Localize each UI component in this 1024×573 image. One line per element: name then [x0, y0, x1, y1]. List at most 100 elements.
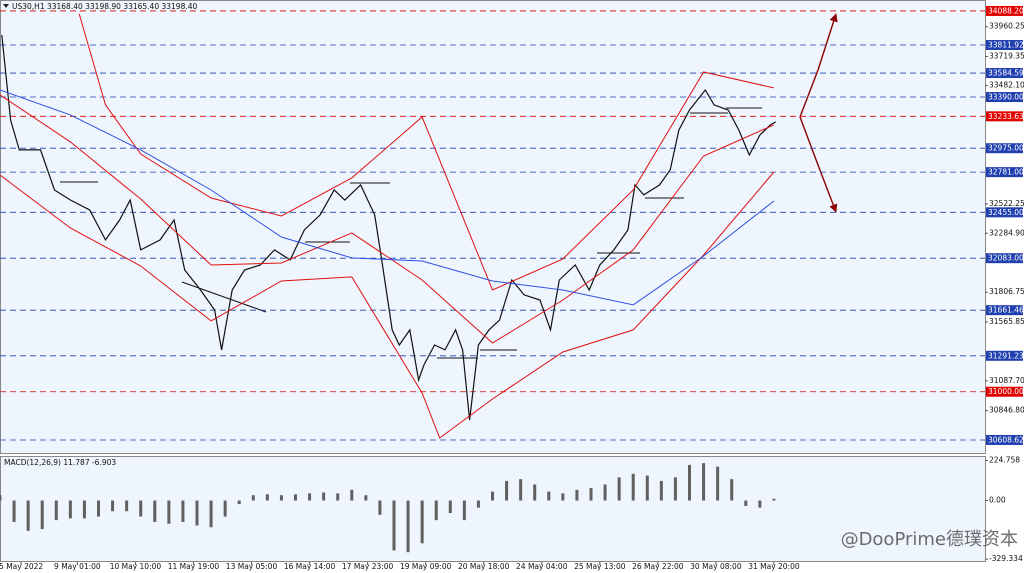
macd-bar — [772, 498, 776, 501]
macd-bar — [406, 500, 410, 553]
level-box: 30608.62 — [986, 434, 1024, 445]
macd-bar — [730, 479, 734, 501]
series-line — [0, 89, 775, 306]
level-label: 32975.00 — [988, 144, 1024, 153]
macd-bar — [279, 495, 283, 501]
up-arrow — [799, 13, 838, 118]
level-label: 32781.00 — [988, 168, 1024, 177]
macd-bar — [673, 477, 677, 501]
level-box: 31000.00 — [986, 386, 1024, 397]
macd-bar — [589, 488, 593, 501]
level-box: 32781.00 — [986, 167, 1024, 178]
macd-bar — [265, 494, 269, 501]
macd-title: MACD(12,26,9) 11.787 -6.903 — [4, 458, 116, 467]
series-line — [0, 171, 775, 439]
macd-bar — [364, 495, 368, 501]
macd-bar — [491, 491, 494, 501]
macd-bar — [26, 500, 30, 531]
macd-bar — [631, 473, 635, 501]
macd-bar — [476, 500, 480, 508]
macd-bar — [448, 500, 452, 514]
macd-bar — [519, 479, 523, 501]
y-tick-label: 0.00 — [989, 496, 1006, 505]
level-box: 33811.92 — [986, 40, 1024, 51]
level-box: 31291.23 — [986, 350, 1024, 361]
macd-bar — [603, 484, 607, 501]
macd-bar — [139, 500, 143, 517]
level-box-bg — [986, 92, 1023, 103]
level-box-bg — [986, 350, 1023, 361]
macd-bar — [167, 500, 171, 524]
macd-bar — [744, 500, 748, 506]
macd-bar — [575, 489, 579, 501]
y-tick-label: 32522.25 — [989, 199, 1024, 208]
macd-bar — [251, 495, 255, 501]
x-tick-label: 16 May 14:00 — [284, 562, 336, 571]
macd-bar — [645, 475, 649, 501]
level-box-bg — [986, 111, 1023, 122]
level-box-bg — [986, 5, 1023, 16]
series-line — [1, 34, 776, 421]
macd-bar — [223, 500, 227, 517]
macd-bar — [111, 500, 115, 512]
level-box-bg — [986, 386, 1023, 397]
y-tick-label: 31806.75 — [989, 287, 1024, 296]
macd-bar — [378, 500, 382, 515]
macd-bar — [702, 463, 706, 501]
watermark: @DooPrime德璞资本 — [841, 529, 1018, 550]
level-label: 31000.00 — [988, 387, 1024, 396]
x-tick-label: 26 May 22:00 — [632, 562, 684, 571]
y-tick-label: 31565.85 — [989, 317, 1024, 326]
series-line — [78, 13, 775, 291]
macd-bar — [336, 493, 340, 501]
level-label: 33233.63 — [988, 112, 1024, 121]
level-box: 32975.00 — [986, 143, 1024, 154]
series-line — [0, 94, 775, 344]
macd-bar — [195, 500, 199, 526]
trend-lines — [60, 107, 762, 359]
macd-bar — [294, 494, 297, 501]
x-tick-label: 17 May 23:00 — [342, 562, 394, 571]
macd-bar — [688, 464, 691, 501]
macd-bar — [533, 484, 537, 501]
y-tick-label: 33719.35 — [989, 51, 1024, 60]
level-box: 33584.59 — [986, 68, 1024, 79]
level-box: 33233.63 — [986, 111, 1024, 122]
y-tick-label: 33482.10 — [989, 81, 1024, 90]
macd-bar — [153, 500, 157, 522]
macd-bar — [758, 500, 762, 508]
level-label: 32455.00 — [988, 208, 1024, 217]
level-box-bg — [986, 167, 1023, 178]
macd-bar — [350, 489, 354, 501]
level-label: 31661.46 — [988, 306, 1024, 315]
x-tick-label: 19 May 09:00 — [400, 562, 452, 571]
macd-bar — [505, 480, 509, 501]
macd-bar — [392, 500, 396, 551]
macd-bar — [54, 500, 58, 521]
x-tick-label: 11 May 19:00 — [168, 562, 220, 571]
level-label: 33811.92 — [988, 41, 1024, 50]
y-tick-label: 224.758 — [989, 455, 1020, 464]
macd-bar — [0, 495, 2, 501]
level-box-bg — [986, 40, 1023, 51]
level-box: 32083.00 — [986, 253, 1024, 264]
x-tick-label: 13 May 05:00 — [226, 562, 278, 571]
macd-bar — [617, 477, 621, 501]
level-box-bg — [986, 143, 1023, 154]
x-tick-label: 30 May 08:00 — [690, 562, 742, 571]
macd-bar — [40, 500, 44, 530]
x-tick-label: 5 May 2022 — [0, 562, 43, 571]
x-tick-label: 31 May 20:00 — [748, 562, 800, 571]
y-tick-label: -329.334 — [989, 554, 1023, 563]
macd-bar — [181, 500, 185, 522]
level-box-bg — [986, 434, 1023, 445]
level-label: 30608.62 — [988, 435, 1024, 444]
level-label: 32083.00 — [988, 254, 1024, 263]
chart-title: US30,H1 33168.40 33198.90 33165.40 33198… — [12, 2, 197, 11]
x-tick-label: 9 May 01:00 — [54, 562, 101, 571]
x-tick-label: 10 May 10:00 — [110, 562, 162, 571]
y-tick-label: 32284.90 — [989, 228, 1024, 237]
level-box-bg — [986, 68, 1023, 79]
level-box: 31661.46 — [986, 305, 1024, 316]
